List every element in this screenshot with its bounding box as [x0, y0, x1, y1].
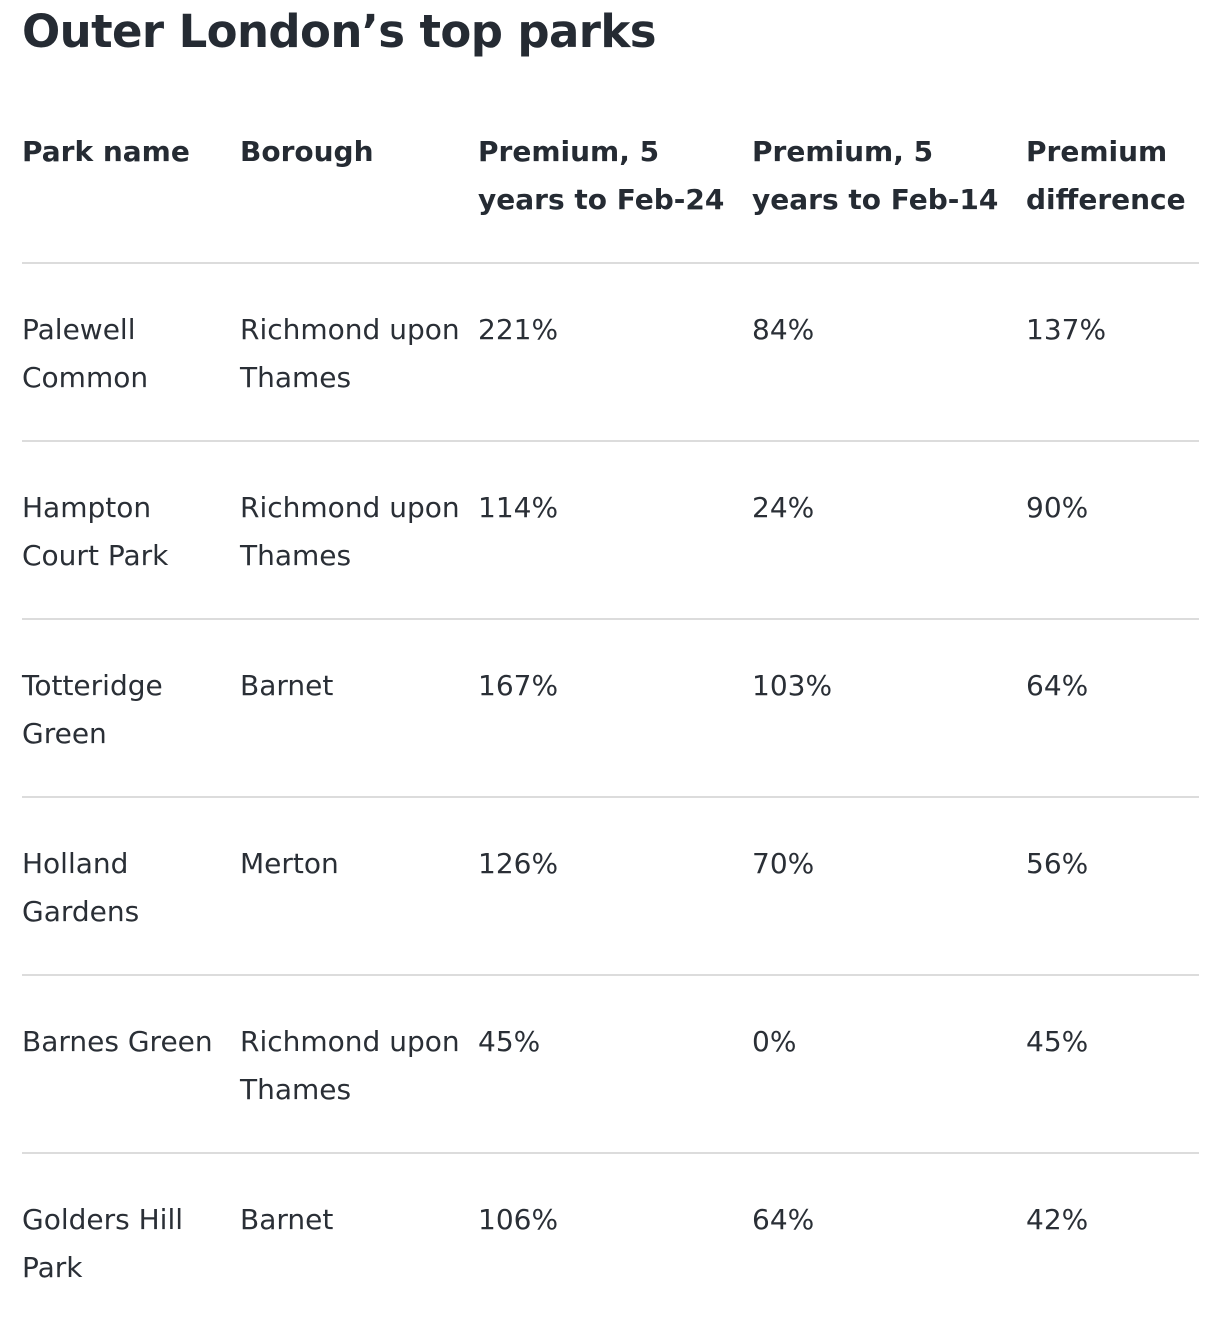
table-row: Totteridge Green Barnet 167% 103% 64%	[22, 619, 1199, 798]
cell-borough: Barnet	[240, 1203, 334, 1236]
cell-park-name: Barnes Green	[22, 975, 240, 1154]
table-header-row: Park name Borough Premium, 5 years to Fe…	[22, 122, 1199, 264]
cell-premium-2024: 114%	[478, 441, 752, 620]
cell-park-name: Golders Hill Park	[22, 1203, 183, 1284]
table-row: Golders Hill Park Barnet 106% 64% 42%	[22, 1153, 1199, 1331]
cell-premium-2014: 0%	[752, 975, 1026, 1154]
cell-borough: Richmond upon Thames	[240, 975, 478, 1154]
parks-table: Park name Borough Premium, 5 years to Fe…	[22, 122, 1199, 1331]
cell-premium-2024: 126%	[478, 797, 752, 976]
cell-park-name: Totteridge Green	[22, 619, 240, 798]
cell-borough: Barnet	[240, 619, 478, 798]
header-premium-difference: Premium difference	[1026, 122, 1199, 264]
cell-premium-2024: 106%	[478, 1203, 559, 1236]
cell-premium-2014: 24%	[752, 441, 1026, 620]
cell-premium-difference: 42%	[1026, 1203, 1089, 1236]
header-premium-2014: Premium, 5 years to Feb-14	[752, 122, 1026, 264]
header-borough: Borough	[240, 122, 478, 264]
cell-premium-2014: 64%	[752, 1203, 815, 1236]
cell-premium-2014: 103%	[752, 619, 1026, 798]
cell-premium-difference: 64%	[1026, 619, 1199, 798]
page-title: Outer London’s top parks	[22, 5, 657, 58]
cell-park-name: Hampton Court Park	[22, 441, 240, 620]
cell-borough: Richmond upon Thames	[240, 441, 478, 620]
cell-premium-2024: 45%	[478, 975, 752, 1154]
cell-borough: Merton	[240, 797, 478, 976]
cell-premium-difference: 137%	[1026, 263, 1199, 442]
table-row: Hampton Court Park Richmond upon Thames …	[22, 441, 1199, 620]
header-park-name: Park name	[22, 122, 240, 264]
cell-premium-2014: 70%	[752, 797, 1026, 976]
header-premium-2024: Premium, 5 years to Feb-24	[478, 122, 752, 264]
cell-park-name: Palewell Common	[22, 263, 240, 442]
cell-borough: Richmond upon Thames	[240, 263, 478, 442]
table-row: Palewell Common Richmond upon Thames 221…	[22, 263, 1199, 442]
cell-premium-difference: 45%	[1026, 975, 1199, 1154]
table-row: Barnes Green Richmond upon Thames 45% 0%…	[22, 975, 1199, 1154]
cell-premium-2014: 84%	[752, 263, 1026, 442]
cell-premium-difference: 90%	[1026, 441, 1199, 620]
cell-premium-2024: 167%	[478, 619, 752, 798]
table-row: Holland Gardens Merton 126% 70% 56%	[22, 797, 1199, 976]
cell-premium-2024: 221%	[478, 263, 752, 442]
cell-park-name: Holland Gardens	[22, 797, 240, 976]
cell-premium-difference: 56%	[1026, 797, 1199, 976]
